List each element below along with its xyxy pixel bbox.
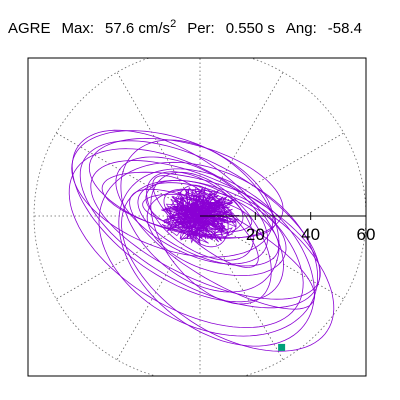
period-label: Per: — [187, 20, 215, 37]
trajectory-loop-11 — [137, 182, 280, 267]
chart-header: AGRE Max: 57.6 cm/s2 Per: 0.550 s Ang: -58.4 — [8, 18, 362, 37]
trajectory-loop-5 — [90, 160, 321, 300]
station-code: AGRE — [8, 20, 51, 37]
max-label: Max: — [61, 20, 95, 37]
trajectory-loop-2 — [98, 161, 319, 337]
trajectory-loop-8 — [120, 139, 280, 293]
trajectory-loop-10 — [115, 156, 268, 265]
plot-frame — [27, 57, 367, 377]
trajectory-loop-17 — [150, 171, 272, 305]
trajectory-loop-9 — [79, 140, 321, 309]
polar-outer-circle — [33, 58, 366, 376]
angle-value: -58.4 — [327, 20, 362, 37]
angle-label: Ang: — [285, 20, 317, 37]
period-value: 0.550 s — [225, 20, 275, 37]
radial-tick-label-20: 20 — [246, 225, 265, 244]
trajectory-loop-3 — [71, 129, 284, 303]
trajectory-loop-21 — [146, 189, 287, 276]
trajectory-endpoint — [278, 343, 286, 351]
trajectory-loop-16 — [101, 171, 277, 239]
trajectory-loop-1 — [68, 148, 304, 329]
trajectory-loop-6 — [118, 168, 315, 347]
trajectory-loop-22 — [121, 179, 335, 352]
radial-tick-label-40: 40 — [301, 225, 320, 244]
max-value: 57.6 cm/s — [105, 20, 171, 37]
trajectory-core — [161, 186, 240, 245]
trajectory-loop-4 — [71, 130, 274, 258]
trajectory-loop-14 — [152, 175, 259, 268]
max-exponent: 2 — [170, 18, 177, 30]
